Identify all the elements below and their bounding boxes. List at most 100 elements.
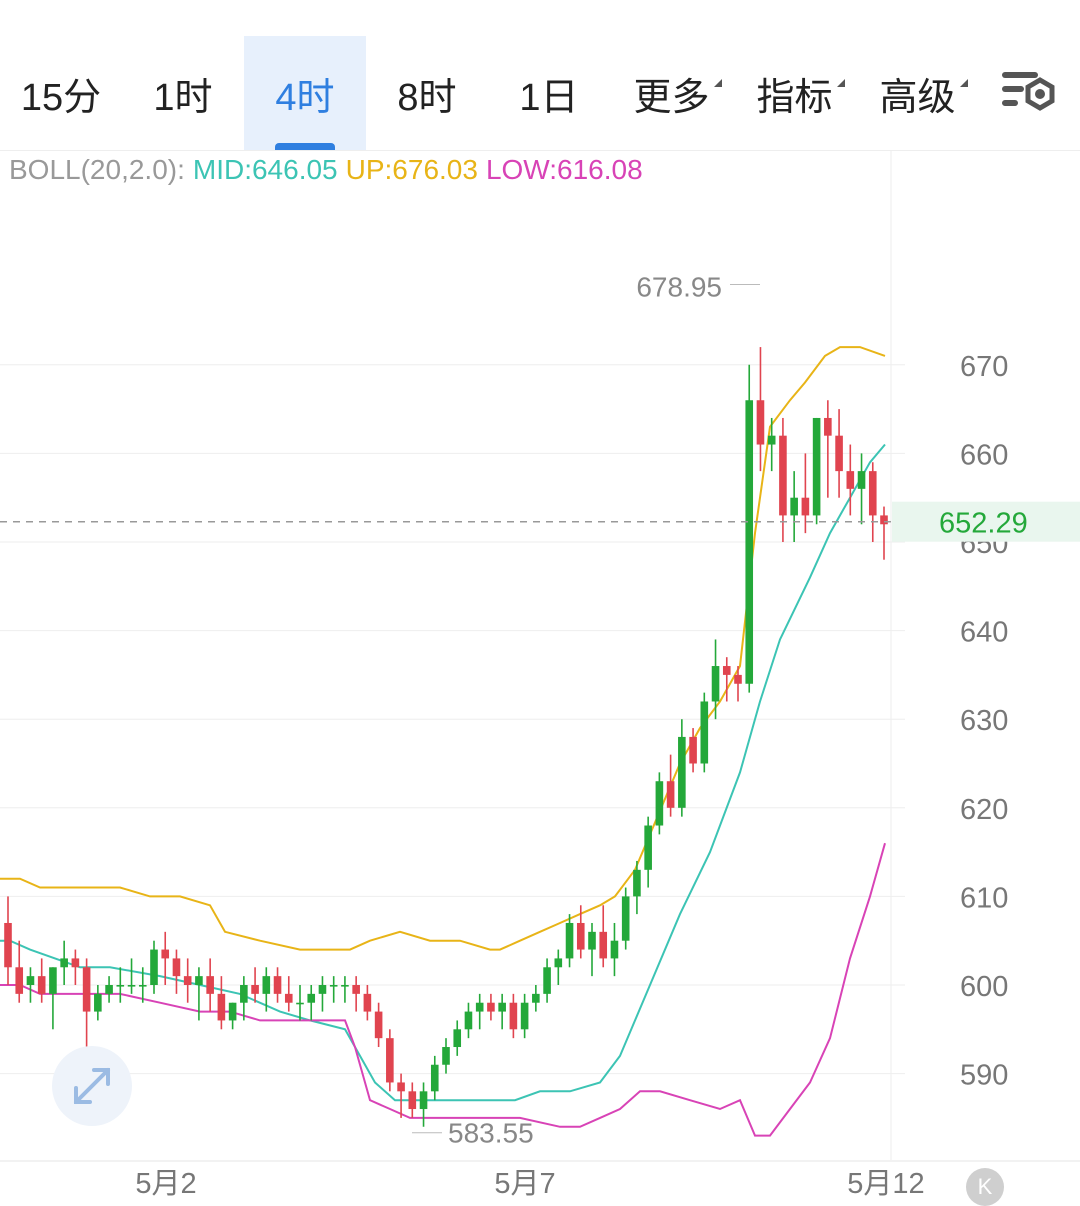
candle-body [700, 701, 709, 764]
candle-body [576, 922, 585, 950]
candle-body [532, 993, 540, 1003]
candle-body [352, 985, 360, 994]
tab-label: 1日 [519, 76, 579, 119]
tab-6[interactable]: 指标 [733, 36, 856, 150]
candle-body [779, 435, 787, 516]
dropdown-triangle-icon [836, 78, 845, 87]
candle-body [341, 985, 349, 987]
candle-body [543, 967, 551, 994]
candle-body [745, 400, 754, 684]
y-tick-label: 640 [960, 617, 1008, 649]
candle-body [520, 1002, 529, 1030]
candle-body [60, 958, 68, 968]
candle-body [49, 967, 57, 994]
candle-body [15, 967, 24, 994]
candle-body [105, 985, 113, 994]
tab-7[interactable]: 高级 [856, 36, 979, 150]
boll-up-value: UP:676.03 [345, 154, 478, 185]
candle-body [453, 1029, 462, 1048]
candle-body [689, 736, 697, 764]
candle-body [284, 993, 293, 1003]
boll-indicator-readout: BOLL(20,2.0): MID:646.05 UP:676.03 LOW:616.… [9, 154, 651, 186]
dropdown-triangle-icon [959, 78, 968, 87]
x-tick-label: 5月2 [135, 1168, 196, 1200]
candle-body [386, 1038, 394, 1083]
candle-body [183, 976, 192, 985]
candle-body [82, 967, 91, 1012]
current-price-label: 652.29 [939, 508, 1028, 540]
boll-up-line [0, 346, 886, 951]
candle-body [711, 666, 720, 702]
k-badge-icon[interactable]: K [966, 1168, 1004, 1206]
y-tick-label: 660 [960, 439, 1008, 471]
candle-body [610, 940, 619, 959]
candle-body [296, 1002, 304, 1005]
expand-chart-button[interactable] [52, 1046, 132, 1126]
candle-body [880, 515, 888, 525]
candle-body [262, 976, 271, 994]
tab-3[interactable]: 8时 [366, 36, 488, 150]
candle-body [150, 949, 158, 985]
y-tick-label: 630 [960, 705, 1008, 737]
tab-1[interactable]: 1时 [122, 36, 244, 150]
candle-body [228, 1002, 237, 1021]
tab-label: 1时 [153, 76, 213, 119]
candle-body [94, 993, 102, 1012]
candle-body [206, 976, 214, 994]
tab-4[interactable]: 1日 [488, 36, 610, 150]
candle-body [138, 985, 147, 987]
candle-body [475, 1002, 484, 1012]
candle-body [756, 400, 765, 445]
candle-body [26, 976, 35, 985]
candle-body [127, 985, 136, 987]
candle-body [464, 1011, 473, 1030]
candle-body [509, 1002, 518, 1030]
dropdown-triangle-icon [713, 78, 722, 87]
candle-body [868, 471, 877, 516]
candle-body [644, 825, 652, 870]
candle-body [812, 417, 821, 516]
candle-body [374, 1011, 383, 1039]
candle-body [217, 993, 226, 1021]
tab-label: 8时 [397, 76, 457, 119]
candle-body [790, 497, 798, 516]
candle-body [37, 976, 46, 994]
active-tab-indicator [275, 143, 335, 150]
boll-mid-value: MID:646.05 [192, 154, 338, 185]
chart-settings-icon[interactable] [1000, 66, 1060, 122]
candle-body [161, 949, 170, 959]
tab-label: 4时 [275, 76, 335, 119]
current-price-tag [892, 501, 1080, 542]
low-price-label: 583.55 [448, 1118, 534, 1149]
candle-body [4, 922, 12, 968]
candle-body [565, 922, 574, 959]
tab-label: 更多 [633, 66, 722, 121]
timeframe-tabbar: 15分 1时 4时 8时 1日 更多 指标 高级 [0, 0, 1080, 151]
candle-body [116, 985, 125, 987]
expand-arrows-icon [74, 1068, 110, 1104]
y-tick-label: 610 [960, 882, 1008, 914]
candle-body [633, 869, 641, 897]
tab-label: 高级 [879, 66, 968, 121]
candle-body [397, 1082, 405, 1092]
candle-body [318, 985, 327, 994]
candle-body [655, 781, 664, 826]
y-tick-label: 590 [960, 1060, 1008, 1092]
candle-body [195, 976, 203, 985]
candle-body [430, 1064, 439, 1092]
y-tick-label: 620 [960, 794, 1008, 826]
boll-low-line [0, 842, 886, 1137]
high-price-label: 678.95 [636, 272, 722, 303]
candle-body [767, 435, 776, 445]
boll-low-value: LOW:616.08 [485, 154, 643, 185]
candle-body [801, 497, 810, 516]
candle-body [824, 417, 832, 436]
boll-name: BOLL(20,2.0): [9, 154, 185, 185]
tab-2[interactable]: 4时 [244, 36, 366, 150]
candle-body [846, 471, 855, 489]
tab-0[interactable]: 15分 [0, 36, 122, 150]
candle-body [857, 471, 866, 489]
candle-body [498, 1002, 506, 1012]
tab-5[interactable]: 更多 [610, 36, 733, 150]
